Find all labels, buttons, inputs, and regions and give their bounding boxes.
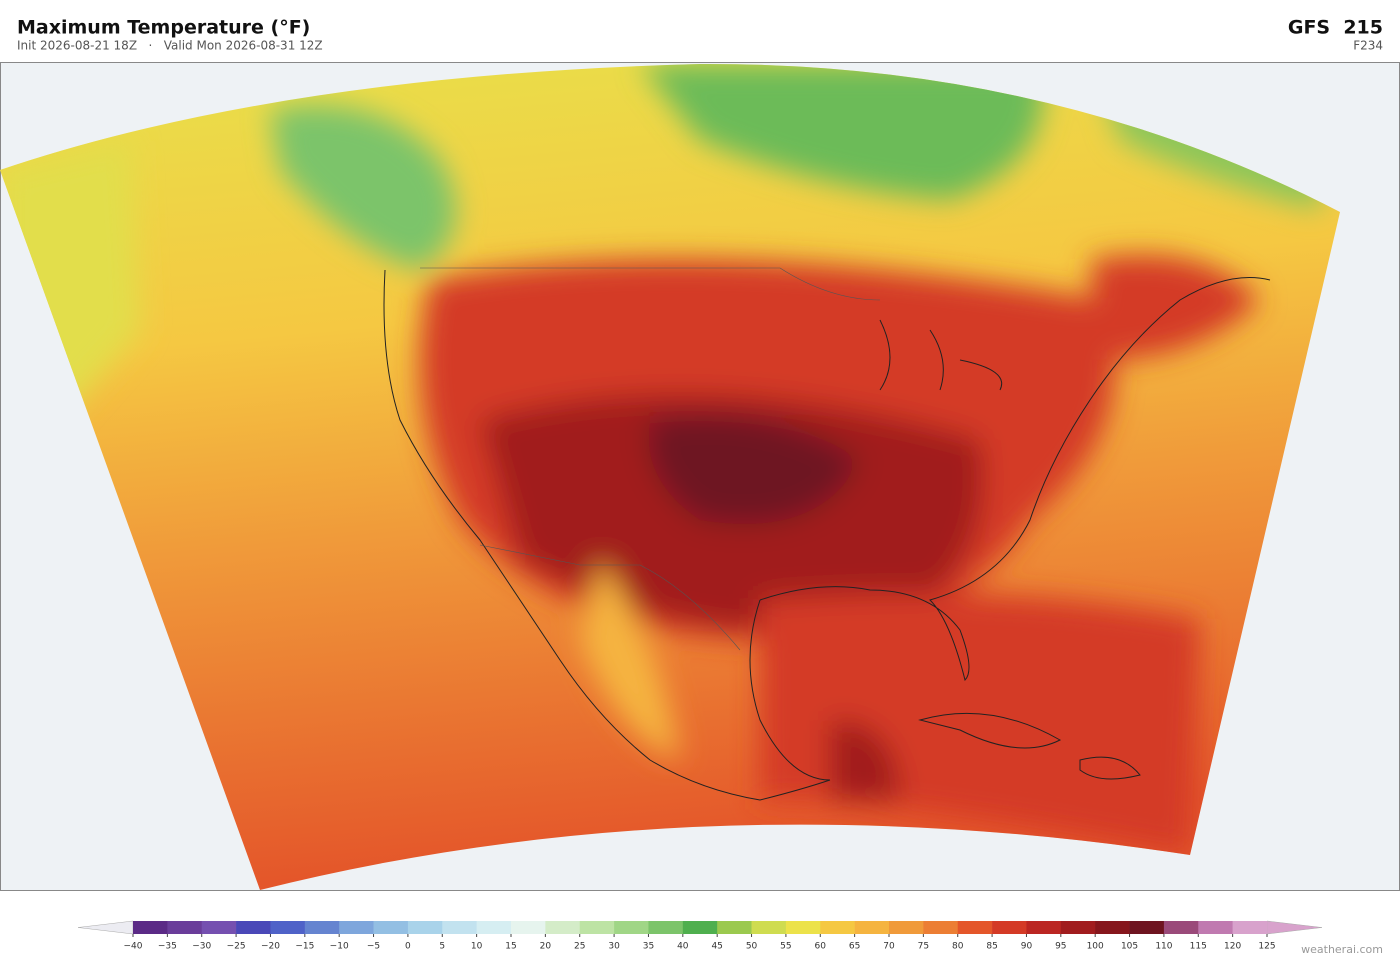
colorbar-tick-label: 10: [471, 942, 483, 952]
watermark: weatherai.com: [1301, 943, 1383, 956]
colorbar-tick-label: −40: [124, 942, 143, 952]
title: Maximum Temperature (°F): [17, 17, 310, 39]
colorbar-tick-label: 110: [1155, 942, 1172, 952]
colorbar-tick-label: 5: [439, 942, 445, 952]
colorbar-swatch: [1026, 921, 1062, 934]
colorbar-tick-label: 0: [405, 942, 411, 952]
colorbar-tick-label: 30: [608, 942, 620, 952]
colorbar-tick-label: 40: [677, 942, 689, 952]
colorbar-tick-label: −35: [158, 942, 177, 952]
colorbar-swatch: [236, 921, 271, 934]
forecast-hour: F234: [1353, 39, 1383, 53]
colorbar-tick-label: −20: [261, 942, 280, 952]
colorbar-tick-label: −25: [227, 942, 246, 952]
colorbar-swatch: [820, 921, 855, 934]
borders: [420, 267, 881, 651]
colorbar-swatch: [1129, 921, 1165, 934]
colorbar-tick-label: 70: [883, 942, 895, 952]
colorbar-tick-label: 45: [711, 942, 722, 952]
colorbar-swatch: [304, 921, 340, 934]
colorbar-tick-label: 15: [505, 942, 516, 952]
colorbar-tick-label: 125: [1258, 942, 1275, 952]
colorbar-swatch: [1163, 921, 1199, 934]
coastlines: [383, 269, 1271, 801]
colorbar-swatch: [201, 921, 237, 934]
colorbar-swatch: [717, 921, 752, 934]
colorbar-swatch: [992, 921, 1027, 934]
colorbar-swatch: [957, 921, 993, 934]
colorbar-tick-label: 115: [1190, 942, 1207, 952]
colorbar-swatch: [476, 921, 512, 934]
colorbar-swatch: [1095, 921, 1130, 934]
colorbar-tick-label: 85: [986, 942, 997, 952]
colorbar-tick-label: 65: [849, 942, 860, 952]
colorbar-swatch: [442, 921, 477, 934]
colorbar-swatch: [614, 921, 649, 934]
colorbar-swatch: [889, 921, 924, 934]
colorbar-tick-label: 90: [1021, 942, 1033, 952]
colorbar-tick-label: 95: [1055, 942, 1066, 952]
subtitle: Init 2026-08-21 18Z · Valid Mon 2026-08-…: [17, 39, 323, 53]
colorbar-swatch: [1198, 921, 1233, 934]
colorbar-tick-label: −10: [330, 942, 349, 952]
colorbar-swatch: [923, 921, 959, 934]
colorbar-swatch: [1060, 921, 1096, 934]
colorbar-swatch: [511, 921, 546, 934]
colorbar-swatch: [270, 921, 306, 934]
colorbar-tick-label: 25: [574, 942, 585, 952]
colorbar-swatch: [407, 921, 443, 934]
colorbar-tick-label: −5: [367, 942, 380, 952]
colorbar-tick-label: 50: [746, 942, 758, 952]
colorbar-tick-label: 20: [540, 942, 552, 952]
colorbar-swatch: [545, 921, 581, 934]
colorbar-swatch: [339, 921, 374, 934]
colorbar-swatch: [1232, 921, 1268, 934]
colorbar-tick-label: 105: [1121, 942, 1138, 952]
colorbar-tick-label: 60: [815, 942, 827, 952]
colorbar-swatch: [854, 921, 890, 934]
colorbar-tick-label: 55: [780, 942, 791, 952]
colorbar-swatch: [167, 921, 203, 934]
colorbar-tick-label: −30: [192, 942, 211, 952]
colorbar-swatch: [373, 921, 409, 934]
colorbar-swatch: [579, 921, 615, 934]
colorbar-under: [77, 920, 134, 935]
colorbar: −40 −35 −30 −25 −20 −15 −10 −5 0 5 10 15 20 25 30 35 40 4…: [77, 920, 1323, 952]
colorbar-swatch: [785, 921, 821, 934]
colorbar-tick-label: 35: [643, 942, 654, 952]
colorbar-swatch: [133, 921, 168, 934]
colorbar-tick-label: 120: [1224, 942, 1241, 952]
colorbar-tick-label: 100: [1087, 942, 1104, 952]
colorbar-tick-label: 75: [918, 942, 929, 952]
colorbar-tick-label: −15: [295, 942, 314, 952]
colorbar-over: [1266, 920, 1323, 935]
colorbar-swatch: [648, 921, 684, 934]
colorbar-swatch: [751, 921, 787, 934]
model-label: GFS 215: [1288, 17, 1383, 39]
colorbar-swatch: [682, 921, 718, 934]
colorbar-tick-label: 80: [952, 942, 964, 952]
